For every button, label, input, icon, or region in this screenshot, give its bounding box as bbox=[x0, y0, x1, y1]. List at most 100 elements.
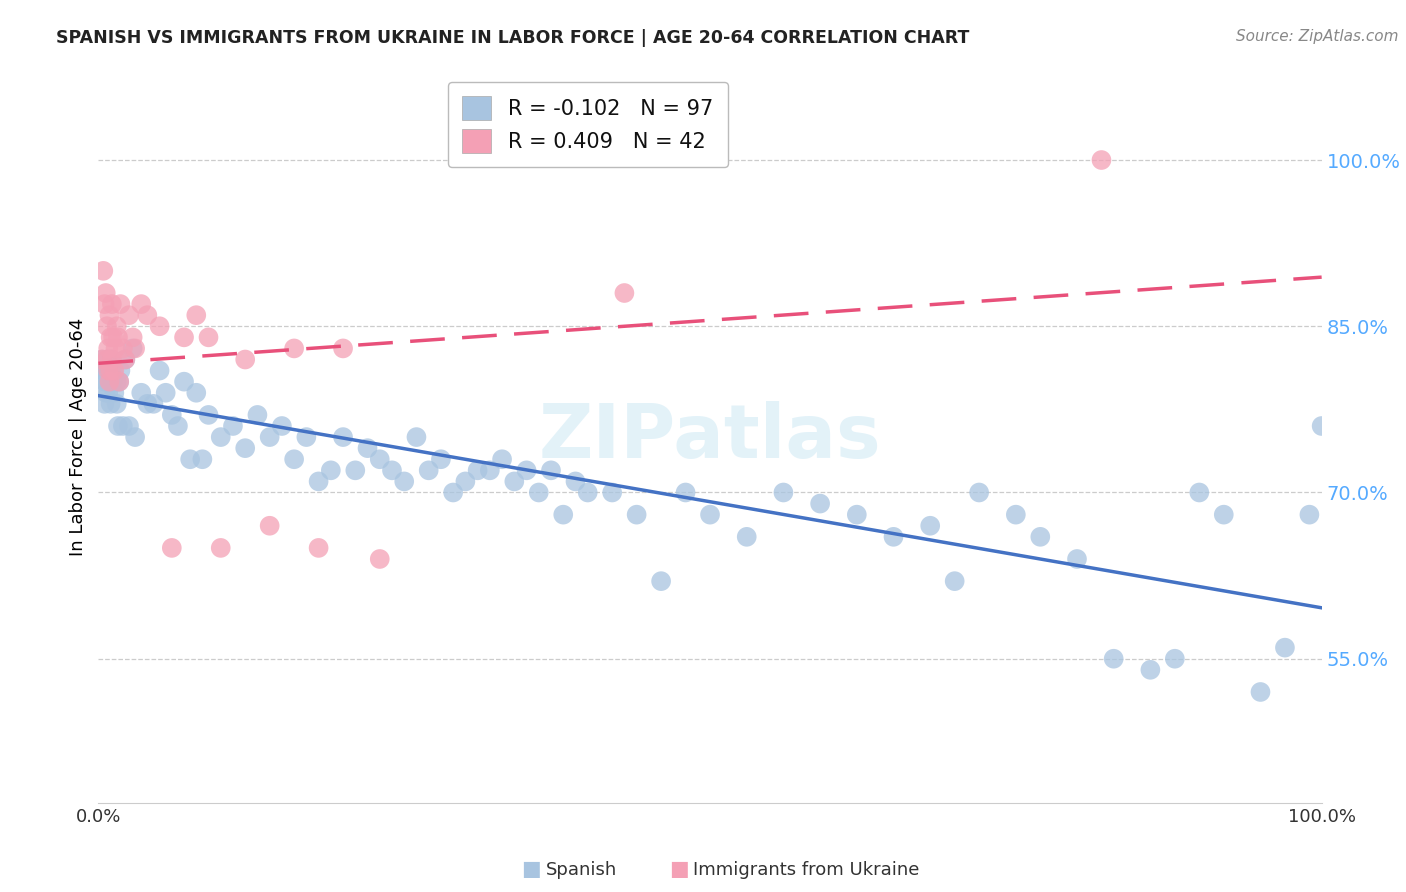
Point bbox=[98, 363, 121, 377]
Point bbox=[110, 297, 132, 311]
Point bbox=[98, 308, 121, 322]
Point bbox=[1164, 651, 1187, 665]
Point bbox=[197, 408, 219, 422]
Point bbox=[1298, 508, 1320, 522]
Point bbox=[1066, 552, 1088, 566]
Point bbox=[1004, 508, 1026, 522]
Point bbox=[94, 363, 117, 377]
Point bbox=[332, 342, 354, 356]
Point bbox=[233, 441, 256, 455]
Point bbox=[124, 342, 146, 356]
Point bbox=[98, 375, 121, 389]
Point bbox=[110, 363, 132, 377]
Point bbox=[613, 285, 636, 300]
Point bbox=[259, 430, 281, 444]
Point bbox=[155, 385, 177, 400]
Point bbox=[270, 419, 294, 434]
Point bbox=[1249, 685, 1271, 699]
Point bbox=[108, 375, 131, 389]
Point bbox=[100, 352, 122, 367]
Point bbox=[344, 463, 367, 477]
Point bbox=[101, 363, 124, 377]
Point bbox=[283, 452, 305, 467]
Point bbox=[368, 452, 391, 467]
Point bbox=[283, 342, 305, 356]
Point bbox=[478, 463, 501, 477]
Point bbox=[1274, 640, 1296, 655]
Y-axis label: In Labor Force | Age 20-64: In Labor Force | Age 20-64 bbox=[69, 318, 87, 557]
Point bbox=[808, 497, 831, 511]
Point bbox=[186, 308, 208, 322]
Point bbox=[308, 475, 330, 489]
Point bbox=[121, 342, 143, 356]
Point bbox=[96, 352, 118, 367]
Point bbox=[295, 430, 318, 444]
Point bbox=[626, 508, 648, 522]
Point bbox=[503, 475, 526, 489]
Text: SPANISH VS IMMIGRANTS FROM UKRAINE IN LABOR FORCE | AGE 20-64 CORRELATION CHART: SPANISH VS IMMIGRANTS FROM UKRAINE IN LA… bbox=[56, 29, 970, 46]
Point bbox=[97, 363, 120, 377]
Point bbox=[735, 530, 758, 544]
Point bbox=[93, 375, 115, 389]
Point bbox=[527, 485, 550, 500]
Point bbox=[356, 441, 378, 455]
Point bbox=[1212, 508, 1234, 522]
Point bbox=[118, 419, 141, 434]
Point bbox=[332, 430, 354, 444]
Point bbox=[107, 419, 129, 434]
Point bbox=[136, 308, 159, 322]
Text: Spanish: Spanish bbox=[546, 861, 617, 879]
Point bbox=[124, 430, 146, 444]
Point bbox=[121, 330, 143, 344]
Point bbox=[173, 375, 195, 389]
Point bbox=[105, 319, 128, 334]
Point bbox=[97, 342, 120, 356]
Point bbox=[222, 419, 245, 434]
Point bbox=[107, 330, 129, 344]
Point bbox=[114, 352, 136, 367]
Point bbox=[94, 385, 117, 400]
Point bbox=[100, 363, 122, 377]
Point bbox=[1029, 530, 1052, 544]
Point bbox=[100, 397, 122, 411]
Point bbox=[576, 485, 599, 500]
Point bbox=[97, 363, 120, 377]
Point bbox=[111, 342, 134, 356]
Point bbox=[93, 397, 115, 411]
Point bbox=[209, 430, 232, 444]
Point bbox=[368, 552, 391, 566]
Point bbox=[405, 430, 427, 444]
Legend: R = -0.102   N = 97, R = 0.409   N = 42: R = -0.102 N = 97, R = 0.409 N = 42 bbox=[447, 82, 728, 168]
Text: ■: ■ bbox=[669, 859, 689, 879]
Point bbox=[105, 397, 128, 411]
Point bbox=[91, 264, 114, 278]
Point bbox=[103, 363, 125, 377]
Point bbox=[173, 330, 195, 344]
Point bbox=[600, 485, 623, 500]
Point bbox=[101, 352, 124, 367]
Point bbox=[772, 485, 794, 500]
Point bbox=[259, 518, 281, 533]
Text: ■: ■ bbox=[522, 859, 541, 879]
Point bbox=[1139, 663, 1161, 677]
Point bbox=[381, 463, 404, 477]
Point bbox=[101, 330, 124, 344]
Point bbox=[118, 308, 141, 322]
Point bbox=[101, 297, 124, 311]
Point bbox=[129, 385, 152, 400]
Point bbox=[105, 375, 128, 389]
Point bbox=[98, 375, 121, 389]
Text: Immigrants from Ukraine: Immigrants from Ukraine bbox=[693, 861, 920, 879]
Point bbox=[191, 452, 214, 467]
Text: ZIPatlas: ZIPatlas bbox=[538, 401, 882, 474]
Point bbox=[136, 397, 159, 411]
Point bbox=[553, 508, 575, 522]
Point bbox=[467, 463, 489, 477]
Point bbox=[1188, 485, 1211, 500]
Point bbox=[103, 385, 125, 400]
Point bbox=[392, 475, 416, 489]
Point bbox=[197, 330, 219, 344]
Point bbox=[91, 352, 114, 367]
Point bbox=[96, 375, 118, 389]
Point bbox=[97, 385, 120, 400]
